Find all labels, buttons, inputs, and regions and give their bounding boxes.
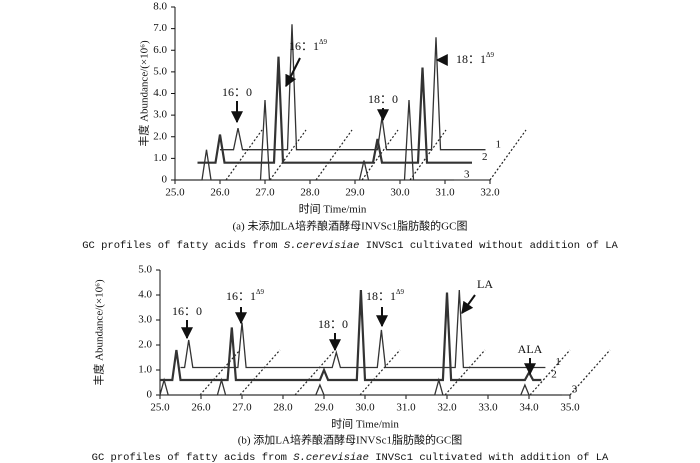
- caption-part: GC profiles of fatty acids from: [82, 240, 284, 252]
- x-tick-label: 26.0: [191, 402, 211, 414]
- caption-part: S.cerevisiae: [284, 240, 360, 252]
- annotation-superscript: Δ9: [319, 38, 328, 46]
- y-tick-label: 4.0: [153, 87, 167, 99]
- caption-part: S.cerevisiae: [293, 452, 369, 463]
- perspective-guide: [315, 129, 353, 181]
- trace-label: 3: [464, 169, 470, 181]
- perspective-guide: [225, 129, 263, 181]
- x-tick-label: 26.0: [210, 187, 230, 199]
- perspective-guide: [529, 349, 571, 396]
- annotation-text: LA: [477, 277, 493, 291]
- peak-annotation: 18：1Δ9: [366, 288, 405, 303]
- chromatogram-trace: [220, 24, 486, 151]
- y-tick-label: 3.0: [153, 109, 167, 121]
- y-tick-label: 6.0: [153, 44, 167, 56]
- x-tick-label: 29.0: [314, 402, 334, 414]
- chromatogram-trace: [160, 289, 542, 382]
- y-tick-label: 3.0: [138, 314, 152, 326]
- y-tick-label: 8.0: [153, 1, 167, 13]
- x-tick-label: 31.0: [396, 402, 416, 414]
- caption-part: INVSc1 cultivated with addition of LA: [369, 452, 609, 463]
- y-tick-label: 0: [147, 389, 153, 401]
- caption-en: GC profiles of fatty acids from S.cerevi…: [92, 452, 609, 463]
- peak-annotation: 16：0: [222, 85, 252, 99]
- x-tick-label: 25.0: [165, 187, 185, 199]
- chromatogram-trace: [175, 99, 454, 181]
- trace-label: 2: [482, 151, 488, 163]
- peak-annotation: 18：0: [318, 317, 348, 331]
- perspective-guide: [239, 349, 281, 396]
- chromatogram-trace: [159, 377, 562, 396]
- trace-label: 3: [572, 384, 578, 396]
- annotation-arrow: [461, 294, 476, 314]
- annotation-text: 16：1: [226, 289, 256, 303]
- y-axis-label: 丰度 Abundance/(×10⁶): [92, 279, 106, 386]
- x-tick-label: 27.0: [232, 402, 252, 414]
- perspective-guide: [359, 349, 401, 396]
- x-tick-label: 34.0: [519, 402, 539, 414]
- annotation-text: 18：0: [318, 317, 348, 331]
- annotation-arrow: [285, 57, 301, 88]
- peak-annotation: ALA: [518, 342, 543, 356]
- annotation-text: 16：1: [289, 39, 319, 53]
- y-axis-label: 丰度 Abundance/(×10⁶): [137, 40, 151, 147]
- x-tick-label: 32.0: [437, 402, 457, 414]
- trace-label: 2: [551, 369, 557, 381]
- x-tick-label: 28.0: [300, 187, 320, 199]
- chromatogram-trace: [180, 289, 546, 369]
- caption: (b) 添加LA培养酿酒酵母INVSc1脂肪酸的GC图: [238, 433, 463, 447]
- trace-label: 1: [496, 138, 502, 150]
- perspective-guide: [294, 349, 336, 396]
- annotation-superscript: Δ9: [256, 288, 265, 296]
- peak-annotation: 18：0: [368, 92, 398, 106]
- annotation-text: 18：1: [366, 289, 396, 303]
- caption: (a) 未添加LA培养酿酒酵母INVSc1脂肪酸的GC图: [233, 219, 468, 233]
- y-tick-label: 1.0: [153, 152, 167, 164]
- x-tick-label: 25.0: [150, 402, 170, 414]
- peak-annotation: 18：1Δ9: [456, 51, 495, 66]
- y-tick-label: 2.0: [153, 130, 167, 142]
- annotation-text: 18：0: [368, 92, 398, 106]
- x-tick-label: 33.0: [478, 402, 498, 414]
- annotation-text: 18：1: [456, 52, 486, 66]
- peak-annotation: LA: [477, 277, 493, 291]
- y-tick-label: 4.0: [138, 289, 152, 301]
- trace-label: 1: [555, 356, 561, 368]
- x-tick-label: 27.0: [255, 187, 275, 199]
- y-tick-label: 2.0: [138, 339, 152, 351]
- caption-en: GC profiles of fatty acids from S.cerevi…: [82, 240, 618, 252]
- y-tick-label: 0: [162, 174, 168, 186]
- y-tick-label: 1.0: [138, 364, 152, 376]
- y-tick-label: 5.0: [138, 264, 152, 276]
- x-axis-label: 时间 Time/min: [331, 418, 399, 431]
- y-tick-label: 7.0: [153, 22, 167, 34]
- x-tick-label: 32.0: [480, 187, 500, 199]
- x-axis-label: 时间 Time/min: [299, 203, 367, 216]
- annotation-superscript: Δ9: [486, 51, 495, 59]
- chromatogram-trace: [197, 56, 472, 164]
- annotation-text: 16：0: [222, 85, 252, 99]
- x-tick-label: 30.0: [390, 187, 410, 199]
- peak-annotation: 16：0: [172, 304, 202, 318]
- caption-part: INVSc1 cultivated without addition of LA: [359, 240, 618, 252]
- peak-annotation: 16：1Δ9: [226, 288, 265, 303]
- peak-annotation: 16：1Δ9: [289, 38, 328, 53]
- annotation-text: 16：0: [172, 304, 202, 318]
- y-tick-label: 5.0: [153, 65, 167, 77]
- x-tick-label: 31.0: [435, 187, 455, 199]
- x-tick-label: 28.0: [273, 402, 293, 414]
- caption-part: GC profiles of fatty acids from: [92, 452, 294, 463]
- x-tick-label: 29.0: [345, 187, 365, 199]
- x-tick-label: 35.0: [560, 402, 580, 414]
- annotation-superscript: Δ9: [396, 288, 405, 296]
- annotation-text: ALA: [518, 342, 543, 356]
- x-tick-label: 30.0: [355, 402, 375, 414]
